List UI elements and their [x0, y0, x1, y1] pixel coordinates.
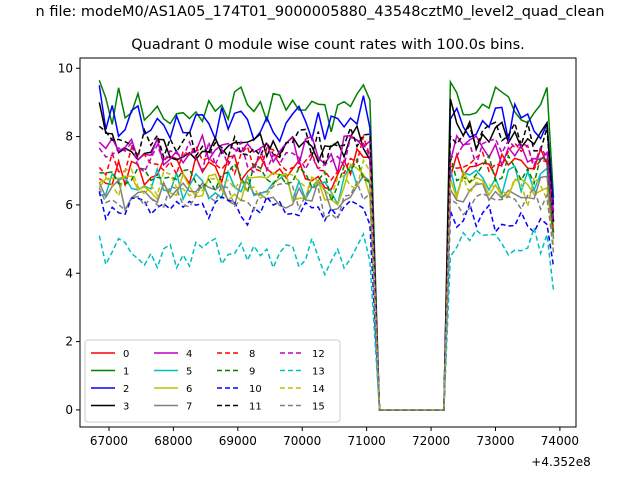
- legend-label-10: 10: [249, 384, 262, 395]
- x-tick-label: 71000: [348, 434, 386, 448]
- y-tick-label: 6: [65, 198, 73, 212]
- y-tick-label: 10: [58, 61, 73, 75]
- series-line-14: [98, 158, 555, 411]
- legend-label-0: 0: [123, 349, 129, 360]
- chart-title-group: Quadrant 0 module wise count rates with …: [131, 37, 525, 53]
- legend-label-13: 13: [312, 367, 325, 378]
- legend-label-3: 3: [123, 402, 129, 413]
- legend-label-1: 1: [123, 367, 129, 378]
- series-line-8: [98, 133, 555, 411]
- x-tick-label: 73000: [476, 434, 514, 448]
- y-tick-label: 0: [65, 403, 73, 417]
- x-axis: 67000 68000 69000 70000 71000 72000 73000 74000: [90, 427, 579, 448]
- legend-label-6: 6: [186, 384, 192, 395]
- x-tick-label: 68000: [154, 434, 192, 448]
- legend-box: [84, 339, 341, 423]
- legend-label-4: 4: [186, 349, 192, 360]
- y-tick-label: 4: [65, 266, 73, 280]
- series-line-1: [98, 79, 555, 411]
- x-tick-label: 69000: [219, 434, 257, 448]
- legend-label-8: 8: [249, 349, 255, 360]
- series-line-15: [98, 180, 555, 411]
- series-line-9: [99, 154, 555, 411]
- plot-frame: [79, 57, 577, 428]
- series-layer: [98, 79, 555, 411]
- series-line-4: [98, 133, 555, 411]
- x-tick-label: 72000: [412, 434, 450, 448]
- series-line-3: [98, 98, 555, 411]
- legend-label-11: 11: [249, 402, 262, 413]
- legend-label-7: 7: [186, 402, 192, 413]
- x-offset-label: +4.352e8: [531, 455, 590, 469]
- legend-label-14: 14: [312, 384, 325, 395]
- legend-label-9: 9: [249, 367, 255, 378]
- figure-suptitle: n file: modeM0/AS1A05_174T01_9000005880_…: [35, 4, 605, 20]
- y-axis: 0 2 4 6 8 10: [58, 61, 80, 417]
- y-tick-label: 8: [65, 130, 73, 144]
- series-line-11: [98, 120, 555, 411]
- x-tick-label: 70000: [283, 434, 321, 448]
- legend-label-15: 15: [312, 402, 325, 413]
- x-tick-label: 74000: [541, 434, 579, 448]
- legend-label-5: 5: [186, 367, 192, 378]
- series-line-5: [99, 163, 555, 411]
- legend-label-2: 2: [123, 384, 129, 395]
- series-line-13: [98, 225, 555, 411]
- chart-title: Quadrant 0 module wise count rates with …: [131, 37, 525, 53]
- legend-label-12: 12: [312, 349, 325, 360]
- x-tick-label: 67000: [90, 434, 128, 448]
- y-tick-label: 2: [65, 335, 73, 349]
